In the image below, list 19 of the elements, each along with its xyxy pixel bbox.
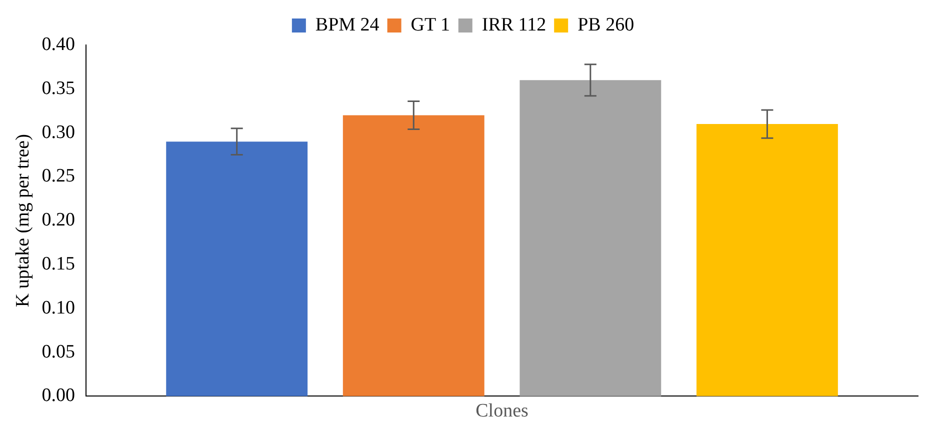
legend-label: BPM 24 (315, 14, 380, 36)
y-tick-label: 0.15 (42, 253, 76, 274)
y-tick-label: 0.05 (42, 341, 76, 362)
bar (166, 142, 308, 396)
y-tick-label: 0.20 (42, 210, 76, 231)
y-tick-label: 0.30 (42, 122, 76, 143)
legend-label: IRR 112 (482, 14, 546, 36)
y-tick-label: 0.40 (42, 34, 76, 55)
bar (342, 115, 484, 396)
y-tick-label: 0.10 (42, 297, 76, 318)
y-tick-label: 0.00 (42, 385, 76, 406)
y-tick-label: 0.35 (42, 78, 76, 99)
y-tick-label: 0.25 (42, 166, 76, 187)
bar (696, 124, 838, 396)
legend-label: PB 260 (578, 14, 634, 36)
y-axis-title: K uptake (mg per tree) (12, 134, 34, 308)
x-axis-title: Clones (476, 400, 528, 422)
legend-label: GT 1 (410, 14, 450, 36)
bar (520, 80, 662, 396)
